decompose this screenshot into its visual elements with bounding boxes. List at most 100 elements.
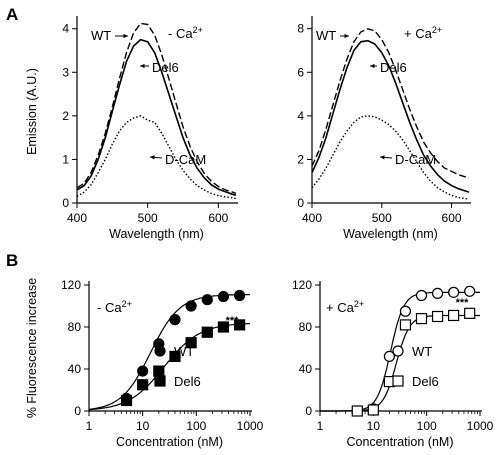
condition-label: - Ca2+: [97, 299, 132, 315]
data-point-wt: [137, 365, 149, 377]
x-tick-label: 400: [302, 211, 322, 225]
x-tick-label: 400: [67, 211, 87, 225]
curve-label-arrowhead: [380, 155, 385, 160]
x-tick-label: 1: [86, 419, 93, 433]
x-tick-label: 10: [367, 419, 381, 433]
data-point-wt: [399, 305, 412, 317]
panel-letter-a: A: [6, 5, 18, 24]
legend-marker-del6: [154, 375, 166, 387]
x-tick-label: 1000: [237, 419, 264, 433]
y-tick-label: 4: [62, 22, 69, 36]
curve-label: D-CaM: [395, 152, 436, 167]
data-point-del6: [185, 337, 197, 349]
x-tick-label: 10: [136, 419, 150, 433]
data-point-del6: [448, 309, 460, 322]
y-tick-label: 4: [297, 109, 304, 123]
series-line-wt: [76, 22, 237, 195]
data-point-del6: [137, 379, 149, 391]
curve-label: WT: [316, 28, 336, 43]
curve-label-arrowhead: [123, 33, 128, 39]
x-tick-label: 500: [372, 211, 392, 225]
y-tick-label: 3: [62, 65, 69, 79]
y-tick-label: 2: [62, 109, 69, 123]
y-tick-label: 120: [61, 278, 81, 292]
data-point-wt: [464, 285, 476, 297]
data-point-del6: [169, 350, 181, 362]
curve-label: D-CaM: [165, 152, 206, 167]
y-tick-label: 120: [292, 278, 312, 292]
y-tick-label: 0: [62, 196, 69, 210]
y-tick-label: 8: [297, 22, 304, 36]
y-tick-label: 0: [297, 196, 304, 210]
curve-label: Del6: [152, 60, 179, 75]
data-point-del6: [399, 319, 412, 331]
legend-label: Del6: [412, 374, 439, 389]
data-point-wt: [201, 294, 213, 306]
fit-curve-del6: [88, 322, 251, 411]
legend-marker-wt: [392, 345, 404, 357]
data-point-wt: [169, 314, 181, 326]
data-point-del6: [233, 319, 246, 331]
series-line-wt: [311, 27, 470, 179]
series-line-del6: [311, 39, 470, 193]
curve-label-arrowhead: [344, 33, 349, 39]
x-axis-label: Wavelength (nm): [109, 227, 204, 241]
curve-label-arrowhead: [140, 63, 145, 69]
data-point-wt: [448, 286, 460, 298]
curve-label: WT: [91, 28, 111, 43]
x-tick-label: 1000: [467, 419, 494, 433]
data-point-del6: [431, 310, 444, 323]
significance-stars: ***: [226, 315, 240, 327]
y-tick-label: 6: [297, 65, 304, 79]
y-tick-label: 80: [68, 320, 82, 334]
data-point-del6: [201, 326, 213, 338]
x-axis-label: Wavelength (nm): [343, 227, 438, 241]
y-tick-label: 40: [68, 362, 82, 376]
chart-titration-calcium: 1 10 100 1000 0 40 80 120 Concentration (nM) + Ca…: [292, 278, 494, 449]
series-line-d-cam: [311, 115, 470, 200]
data-point-wt: [415, 289, 428, 302]
y-tick-label: 0: [305, 404, 312, 418]
panel-letter-b: B: [6, 251, 18, 270]
significance-stars: ***: [456, 297, 470, 309]
condition-label: - Ca2+: [168, 25, 203, 41]
data-point-wt: [185, 300, 197, 312]
x-axis-label: Concentration (nM): [116, 435, 223, 449]
data-point-del6: [415, 313, 428, 325]
y-tick-label: 80: [299, 320, 313, 334]
chart-emission-calcium: 400 500 600 0 2 4 6 8 Wavelength (nm) + Ca2+ WT Del…: [297, 16, 471, 241]
data-point-del6: [217, 321, 230, 333]
y-tick-label: 0: [74, 404, 81, 418]
data-point-wt: [233, 289, 246, 302]
x-tick-label: 100: [417, 419, 437, 433]
legend-label: WT: [174, 344, 194, 359]
curve-label: Del6: [380, 60, 407, 75]
y-tick-label: 2: [297, 152, 304, 166]
chart-emission-no-calcium: 400 500 600 0 1 2 3 4 Wavelength (nm) Emission (A…: [25, 16, 238, 241]
data-point-del6: [153, 365, 165, 377]
data-point-del6: [351, 405, 363, 417]
y-tick-label: 40: [299, 362, 313, 376]
chart-titration-no-calcium: 1 10 100 1000 0 40 80 120 Concentration (nM) % Fl…: [25, 278, 264, 449]
data-point-wt: [383, 350, 395, 362]
x-tick-label: 600: [208, 211, 228, 225]
data-point-del6: [120, 394, 133, 407]
y-tick-label: 1: [62, 152, 69, 166]
data-point-del6: [367, 404, 379, 416]
data-point-wt: [431, 287, 444, 299]
legend-label: Del6: [174, 374, 201, 389]
data-point-wt: [217, 290, 230, 303]
condition-label: + Ca2+: [404, 25, 442, 41]
curve-label-arrowhead: [150, 155, 155, 160]
x-tick-label: 600: [442, 211, 462, 225]
legend-marker-del6: [392, 375, 404, 387]
curve-label-arrowhead: [370, 63, 375, 69]
series-line-del6: [76, 38, 237, 196]
x-tick-label: 1: [317, 419, 324, 433]
x-tick-label: 500: [138, 211, 158, 225]
y-axis-label: Emission (A.U.): [25, 68, 39, 155]
x-tick-label: 100: [186, 419, 206, 433]
y-axis-label: % Fluorescence increase: [25, 278, 39, 418]
condition-label: + Ca2+: [326, 299, 364, 315]
